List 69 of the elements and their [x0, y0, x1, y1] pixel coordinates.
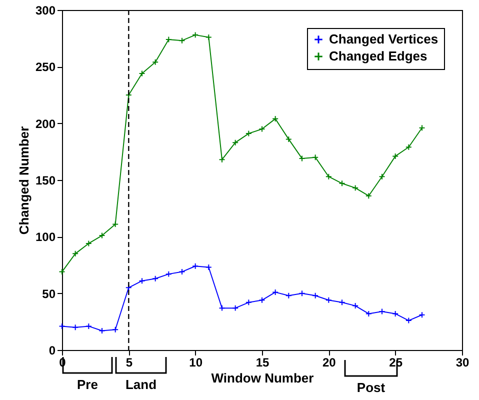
point: [152, 275, 159, 282]
x-tick-label: 20: [322, 356, 336, 370]
point: [112, 326, 119, 333]
point: [98, 327, 106, 334]
point: [232, 139, 239, 146]
point: [218, 304, 226, 312]
point: [378, 308, 386, 315]
point: [272, 116, 279, 122]
y-tick-label: 100: [35, 230, 56, 244]
point: [245, 130, 252, 137]
point: [298, 290, 306, 297]
text: Post: [356, 380, 386, 395]
point: [392, 310, 399, 317]
y-tick-label: 150: [35, 174, 56, 188]
x-tick-label: 30: [456, 356, 470, 370]
point: [405, 144, 412, 150]
point: [165, 36, 172, 43]
point: [272, 288, 279, 296]
y-tick-label: 200: [35, 116, 56, 131]
y-tick-label: 0: [48, 344, 56, 358]
point: [218, 156, 226, 163]
point: [205, 264, 212, 271]
point: [352, 184, 359, 192]
point: [285, 136, 292, 142]
point: [138, 70, 146, 77]
point: [192, 32, 199, 38]
text: Pre: [77, 377, 98, 392]
point: [285, 292, 292, 299]
point: [365, 310, 372, 317]
point: [165, 270, 172, 278]
point: [98, 232, 106, 239]
point: [192, 262, 199, 270]
point: [352, 302, 359, 310]
point: [85, 322, 92, 330]
x-tick-label: 5: [126, 356, 133, 370]
point: [378, 173, 386, 180]
point: [152, 58, 159, 66]
point: [205, 34, 212, 40]
point: [72, 324, 79, 331]
point: [325, 296, 332, 304]
text: Land: [125, 377, 157, 392]
point: [392, 152, 399, 160]
point: [178, 268, 186, 276]
point: [338, 299, 346, 306]
point: [338, 180, 346, 187]
x-axis-title: Window Number: [211, 370, 314, 386]
point: [178, 37, 186, 44]
x-tick-label: 10: [189, 356, 203, 370]
point: [405, 317, 412, 324]
point: [365, 192, 372, 200]
point: [258, 296, 266, 304]
point: [85, 240, 92, 247]
point: [298, 155, 306, 162]
point: [138, 278, 146, 284]
point: [312, 292, 319, 299]
legend-label: Changed Vertices: [329, 32, 438, 46]
y-tick-label: 300: [35, 4, 56, 18]
point: [232, 304, 239, 312]
point: [258, 126, 266, 132]
y-axis-title: Changed Number: [16, 126, 32, 235]
point: [325, 173, 332, 180]
x-tick-label: 15: [256, 356, 270, 370]
point: [72, 250, 79, 257]
point: [245, 299, 252, 306]
y-tick-label: 250: [35, 60, 56, 74]
point: [312, 154, 319, 161]
point: [112, 220, 119, 228]
y-tick-label: 50: [42, 286, 56, 301]
legend-label: Changed Edges: [329, 48, 428, 64]
